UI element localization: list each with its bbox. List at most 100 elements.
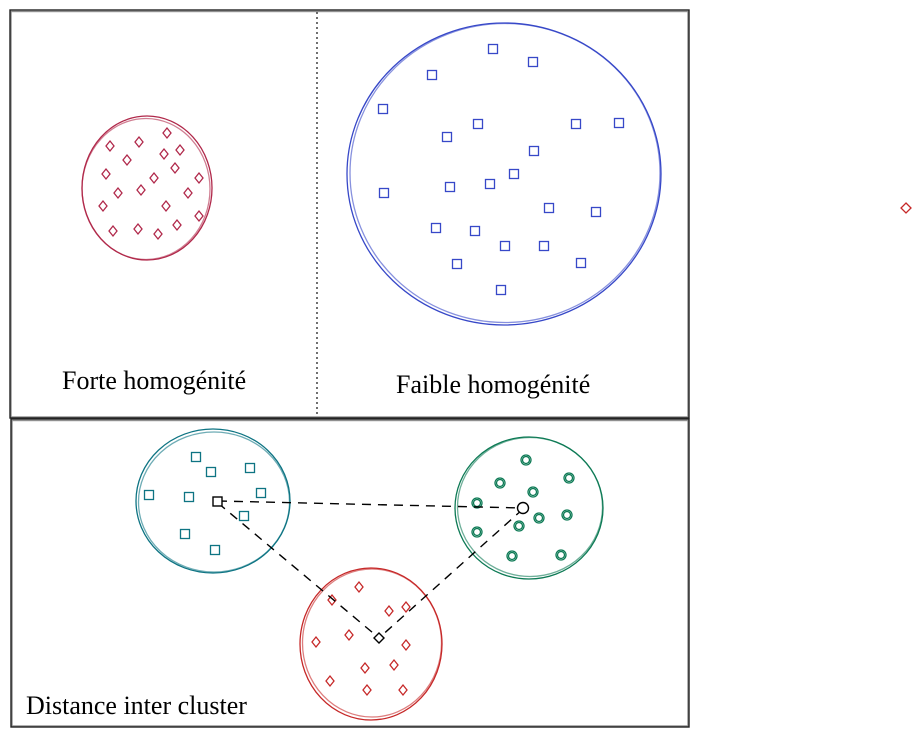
diamond-marker-icon — [183, 186, 193, 200]
square-marker-icon — [238, 510, 250, 522]
circle-marker-icon — [520, 454, 532, 466]
square-marker-icon — [590, 206, 602, 218]
square-marker-icon — [430, 222, 442, 234]
diamond-marker-icon — [162, 126, 172, 140]
diamond-marker-icon — [108, 224, 118, 238]
diamond-marker-icon — [360, 661, 370, 675]
circle-marker-icon — [472, 498, 482, 508]
square-marker-icon — [487, 43, 499, 55]
diamond-marker-icon — [161, 199, 171, 213]
square-marker-icon — [495, 284, 507, 296]
square-marker-icon — [179, 528, 191, 540]
red-cluster-outline-sketch — [301, 568, 443, 718]
circle-marker-icon — [563, 472, 575, 484]
square-marker-icon — [570, 118, 582, 130]
low-homogeneity-cluster — [346, 22, 662, 326]
circle-marker-icon — [527, 486, 539, 498]
blue-cluster-outline-sketch — [349, 22, 661, 324]
diamond-marker-icon — [149, 171, 159, 185]
crimson-diamond-markers — [98, 126, 204, 241]
diamond-marker-icon — [113, 186, 123, 200]
diamond-marker-icon — [389, 658, 399, 672]
diamond-marker-icon — [362, 683, 372, 697]
square-marker-icon — [484, 178, 496, 190]
circle-marker-icon — [471, 497, 483, 509]
square-marker-icon — [183, 491, 195, 503]
square-marker-icon — [255, 487, 267, 499]
teal-centroid-marker — [212, 496, 223, 507]
blue-square-markers — [377, 43, 625, 296]
distance-link-teal-green — [217, 500, 524, 509]
inter-cluster-diagram — [135, 428, 604, 721]
diamond-marker-icon — [172, 218, 182, 232]
diamond-marker-icon — [325, 674, 335, 688]
square-marker-icon — [528, 145, 540, 157]
circle-marker-icon — [495, 478, 505, 488]
diamond-marker-icon — [384, 604, 394, 618]
square-marker-icon — [538, 240, 550, 252]
diamond-marker-icon — [133, 222, 143, 236]
circle-marker-icon — [471, 526, 483, 538]
low-homogeneity-label: Faible homogénité — [396, 370, 590, 399]
circle-marker-icon — [555, 549, 567, 561]
square-marker-icon — [377, 103, 389, 115]
square-marker-icon — [378, 187, 390, 199]
square-marker-icon — [143, 489, 155, 501]
square-marker-icon — [543, 202, 555, 214]
green-centroid-marker — [516, 501, 530, 515]
diamond-marker-icon — [194, 171, 204, 185]
diamond-marker-icon — [122, 153, 132, 167]
stray-diamond-marker — [900, 202, 912, 214]
square-marker-icon — [444, 181, 456, 193]
frames — [9, 9, 690, 728]
square-marker-icon — [205, 466, 217, 478]
diamond-marker-icon — [134, 135, 144, 149]
square-marker-icon — [441, 131, 453, 143]
circle-marker-icon — [507, 551, 517, 561]
diamond-marker-icon — [101, 167, 111, 181]
bottom-panel-frame — [10, 418, 690, 728]
circle-marker-icon — [521, 455, 531, 465]
diamond-marker-icon — [153, 227, 163, 241]
square-marker-icon — [469, 225, 481, 237]
square-marker-icon — [244, 462, 256, 474]
diamond-marker-icon — [401, 600, 411, 614]
top-panel-frame-sketch — [10, 10, 689, 418]
diamond-marker-icon — [398, 683, 408, 697]
diamond-marker-icon — [170, 161, 180, 175]
circle-marker-icon — [533, 512, 545, 524]
circle-marker-icon — [534, 513, 544, 523]
bottom-panel-frame-sketch — [11, 419, 689, 727]
diamond-marker-icon — [327, 593, 337, 607]
circle-marker-icon — [556, 550, 566, 560]
crimson-cluster-outline-sketch — [81, 117, 211, 261]
square-marker-icon — [472, 118, 484, 130]
square-marker-icon — [499, 240, 511, 252]
circle-marker-icon — [494, 477, 506, 489]
diamond-marker-icon — [311, 635, 321, 649]
diamond-marker-icon — [136, 183, 146, 197]
inter-cluster-distance-label: Distance inter cluster — [26, 691, 247, 720]
square-marker-icon — [527, 56, 539, 68]
square-marker-icon — [451, 258, 463, 270]
diamond-marker-icon — [98, 199, 108, 213]
high-homogeneity-cluster — [81, 115, 213, 261]
circle-marker-icon — [564, 473, 574, 483]
top-panel-frame — [9, 9, 690, 419]
circle-marker-icon — [562, 510, 572, 520]
diamond-marker-icon — [175, 143, 185, 157]
distance-link-teal-red — [217, 502, 380, 639]
circle-marker-icon — [506, 550, 518, 562]
distance-link-green-red — [378, 508, 524, 639]
diamond-marker-icon — [194, 209, 204, 223]
square-marker-icon — [613, 117, 625, 129]
diamond-marker-icon — [105, 139, 115, 153]
square-marker-icon — [190, 451, 202, 463]
square-marker-icon — [575, 257, 587, 269]
green-cluster-outline-sketch — [456, 436, 604, 578]
diamond-marker-icon — [159, 147, 169, 161]
circle-marker-icon — [514, 521, 524, 531]
teal-square-markers — [143, 451, 267, 556]
diamond-marker-icon — [344, 628, 354, 642]
